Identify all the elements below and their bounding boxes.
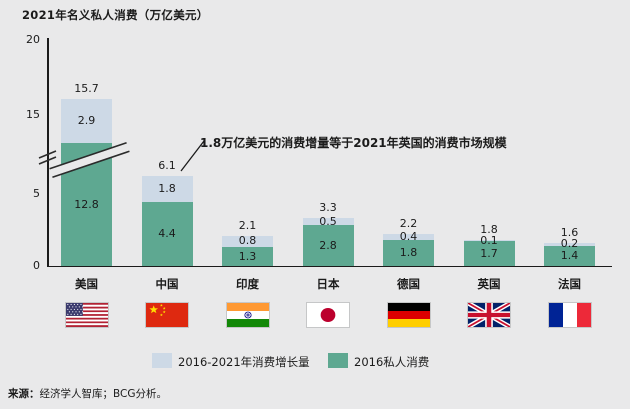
- bar-cn-growth-value: 1.8: [158, 182, 176, 196]
- legend-label-growth: 2016-2021年消费增长量: [178, 355, 310, 369]
- y-tick-label-0: 0: [33, 259, 40, 272]
- flag-fr-icon: [547, 302, 592, 328]
- flag-jp-icon: [306, 302, 350, 328]
- bar-cn-base-value: 4.4: [158, 227, 176, 241]
- bar-cn-total-label: 6.1: [158, 159, 176, 173]
- bar-us-base-value: 12.8: [74, 197, 99, 211]
- annotation-text: 1.8万亿美元的消费增量等于2021年英国的消费市场规模: [200, 136, 507, 150]
- bar-in-total-label: 2.1: [238, 218, 257, 232]
- y-tick-label-15: 15: [26, 108, 40, 121]
- source-prefix: 来源：: [8, 388, 40, 400]
- country-label-gb: 英国: [477, 277, 501, 291]
- y-axis-line: [47, 38, 49, 266]
- source-line: 来源：经济学人智库；BCG分析。: [8, 386, 167, 401]
- bar-gb-total-label: 1.8: [480, 222, 498, 236]
- bar-gb-growth-segment: [463, 239, 515, 242]
- bar-jp-base-value: 2.8: [319, 238, 337, 252]
- flag-us-icon: [64, 302, 109, 328]
- bar-us-growth-segment: [61, 99, 112, 143]
- bar-jp-total-label: 3.3: [319, 201, 337, 215]
- country-label-us: 美国: [75, 277, 98, 291]
- bar-fr-base-value: 1.4: [560, 248, 579, 262]
- flag-de-icon: [386, 302, 431, 328]
- bar-in-growth-value: 0.8: [238, 234, 257, 248]
- flag-in-icon: [225, 302, 270, 328]
- country-label-de: 德国: [397, 277, 420, 291]
- source-text: 经济学人智库；BCG分析。: [39, 388, 168, 400]
- country-label-fr: 法国: [558, 277, 581, 291]
- country-label-in: 印度: [236, 277, 259, 291]
- y-tick-label-20: 20: [26, 33, 40, 46]
- bar-us-growth-value: 2.9: [77, 114, 96, 127]
- flag-cn-icon: [145, 302, 189, 328]
- chart-title: 2021年名义私人消费（万亿美元）: [22, 8, 209, 22]
- country-label-jp: 日本: [316, 277, 340, 291]
- bar-de-total-label: 2.2: [399, 217, 418, 231]
- bar-de-base-value: 1.8: [399, 245, 418, 259]
- country-label-cn: 中国: [155, 277, 179, 291]
- y-tick-label-5: 5: [33, 187, 40, 200]
- bar-gb-growth-value: 0.1: [480, 233, 498, 247]
- bar-de-growth-segment: [383, 234, 434, 240]
- bar-jp-base-segment: [302, 225, 354, 266]
- bar-jp-growth-value: 0.5: [319, 214, 337, 228]
- bar-fr-growth-value: 0.2: [560, 237, 579, 251]
- bar-in-base-value: 1.3: [238, 249, 257, 263]
- bar-de-base-segment: [383, 239, 434, 266]
- bar-in-growth-segment: [222, 235, 273, 248]
- bar-cn-base-segment: [141, 202, 193, 266]
- bar-in-base-segment: [222, 247, 273, 266]
- flag-gb-icon: [467, 302, 511, 328]
- bar-jp-growth-segment: [302, 218, 354, 226]
- x-axis-line: [47, 265, 612, 267]
- bar-fr-total-label: 1.6: [560, 225, 579, 239]
- bar-gb-base-segment: [463, 241, 515, 266]
- legend-swatch-base: [328, 353, 348, 368]
- legend-label-base: 2016私人消费: [354, 355, 430, 369]
- legend-swatch-growth: [152, 353, 172, 368]
- bar-de-growth-value: 0.4: [399, 230, 418, 243]
- bar-us-total-label: 15.7: [74, 82, 99, 95]
- bar-fr-base-segment: [544, 245, 595, 266]
- bar-gb-base-value: 1.7: [480, 246, 498, 260]
- bar-fr-growth-segment: [544, 242, 595, 246]
- bar-cn-growth-segment: [141, 176, 193, 203]
